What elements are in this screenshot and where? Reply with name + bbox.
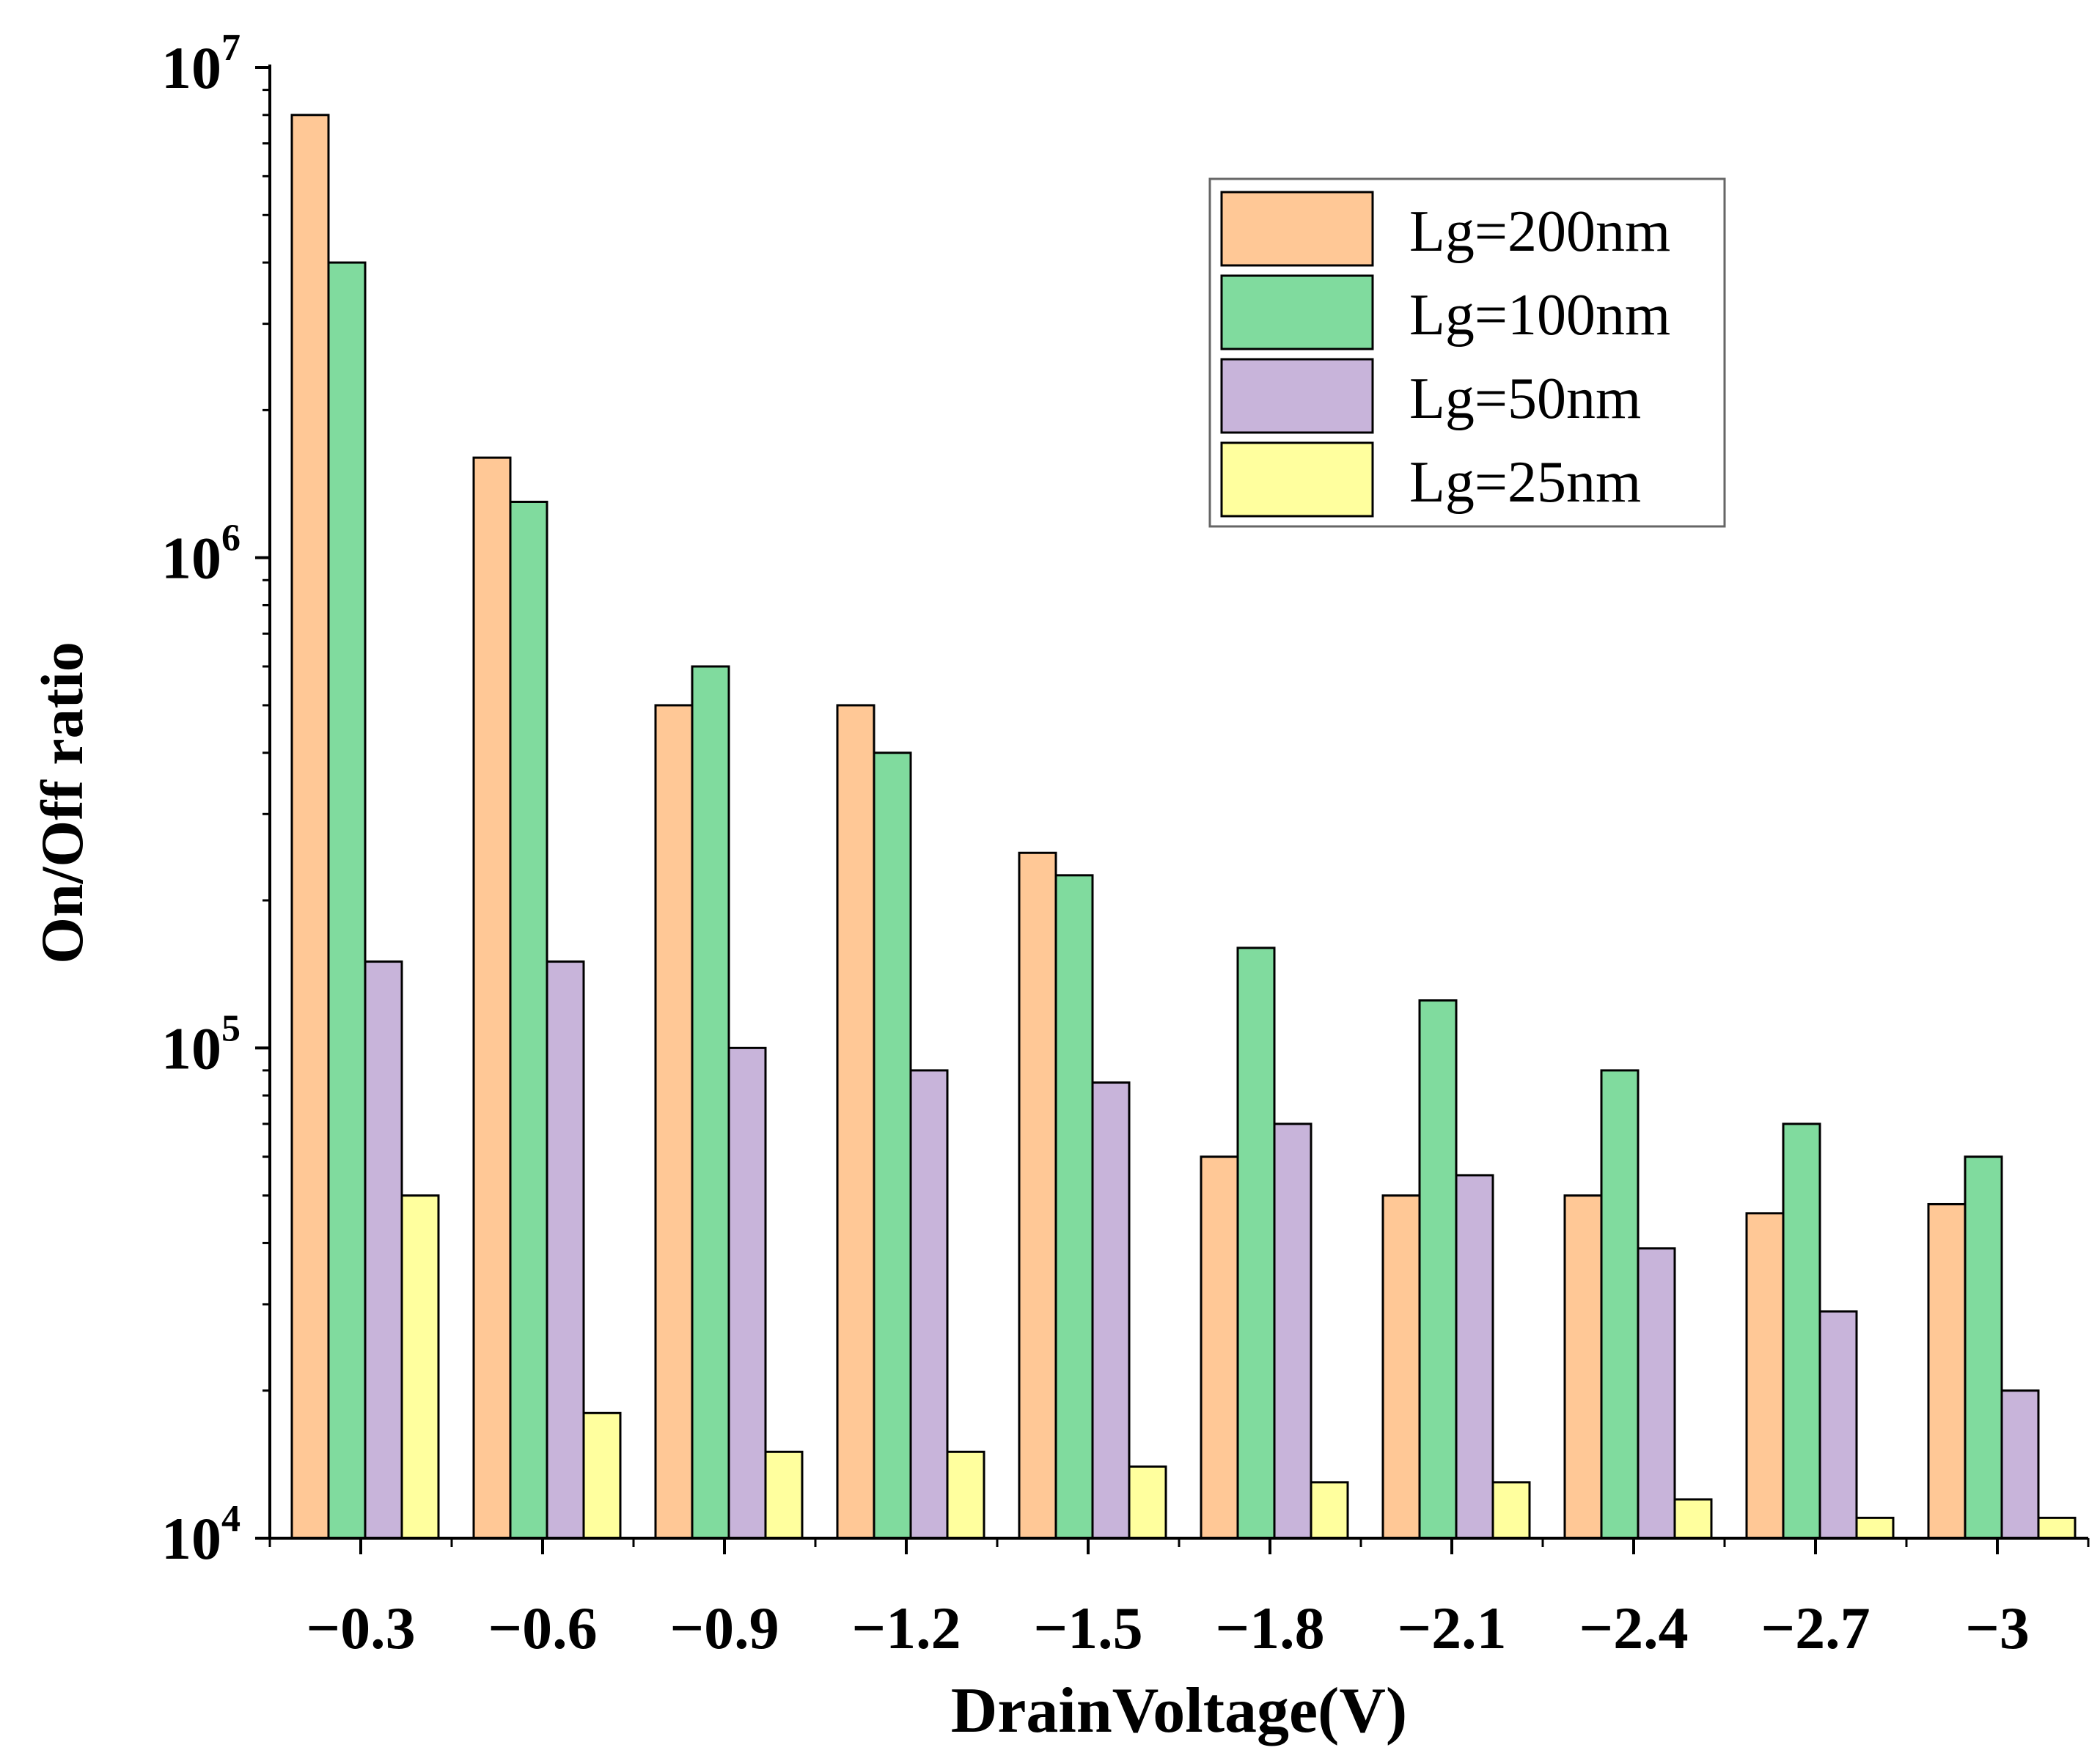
- bar-lg-50nm-2: [546, 960, 585, 1540]
- bar-lg-50nm-9: [1818, 1310, 1858, 1540]
- bar-lg-200nm-6: [1200, 1155, 1239, 1540]
- bar-lg-25nm-10: [2037, 1516, 2077, 1540]
- y-tick-label-2: 105: [161, 1007, 241, 1081]
- bar-lg-100nm-9: [1782, 1122, 1821, 1540]
- bar-lg-25nm-2: [582, 1411, 622, 1540]
- bar-lg-200nm-1: [290, 114, 330, 1540]
- bar-lg-100nm-5: [1054, 874, 1094, 1540]
- x-tick-label-2: −0.6: [488, 1595, 597, 1661]
- y-axis-title: On/Off ratio: [29, 642, 95, 964]
- bar-lg-100nm-4: [873, 751, 912, 1540]
- y-tick-label-3: 106: [161, 518, 241, 592]
- bar-lg-100nm-2: [509, 500, 548, 1540]
- bar-lg-25nm-5: [1128, 1465, 1167, 1540]
- bar-lg-50nm-7: [1455, 1174, 1494, 1540]
- legend-label-3: Lg=50nm: [1409, 367, 1641, 431]
- x-tick-label-9: −2.7: [1761, 1595, 1870, 1661]
- bar-lg-200nm-10: [1927, 1202, 1967, 1540]
- bar-lg-100nm-1: [327, 261, 367, 1540]
- x-tick-label-10: −3: [1965, 1595, 2030, 1661]
- bar-lg-100nm-10: [1964, 1155, 2003, 1540]
- bar-lg-50nm-4: [909, 1069, 949, 1540]
- bar-lg-50nm-10: [2000, 1389, 2040, 1540]
- x-tick-label-5: −1.5: [1033, 1595, 1142, 1661]
- y-tick-label-1: 104: [161, 1498, 241, 1572]
- legend-swatch-4: [1220, 441, 1374, 518]
- bar-lg-200nm-7: [1381, 1194, 1421, 1540]
- legend-label-4: Lg=25nm: [1409, 450, 1641, 515]
- bar-lg-200nm-3: [654, 704, 694, 1540]
- bar-lg-200nm-9: [1745, 1212, 1785, 1540]
- bar-lg-50nm-6: [1273, 1122, 1312, 1540]
- x-tick-label-8: −2.4: [1579, 1595, 1688, 1661]
- bar-lg-50nm-5: [1091, 1081, 1131, 1540]
- x-tick-label-1: −0.3: [306, 1595, 415, 1661]
- y-tick-label-4: 107: [161, 27, 241, 101]
- x-tick-label-3: −0.9: [669, 1595, 779, 1661]
- bar-lg-25nm-1: [400, 1194, 440, 1540]
- legend-swatch-3: [1220, 358, 1374, 434]
- bar-lg-25nm-7: [1491, 1481, 1531, 1540]
- bar-lg-25nm-9: [1855, 1516, 1895, 1540]
- x-axis-title: DrainVoltage(V): [951, 1675, 1407, 1746]
- legend-swatch-1: [1220, 191, 1374, 267]
- legend-swatch-2: [1220, 274, 1374, 350]
- bar-lg-100nm-7: [1418, 999, 1458, 1540]
- bar-lg-25nm-6: [1310, 1481, 1349, 1540]
- legend-label-1: Lg=200nm: [1409, 199, 1670, 264]
- bar-lg-200nm-2: [472, 456, 512, 1540]
- bar-lg-200nm-8: [1563, 1194, 1603, 1540]
- bar-lg-25nm-4: [946, 1450, 985, 1540]
- x-tick-label-4: −1.2: [851, 1595, 961, 1661]
- bar-lg-100nm-6: [1236, 947, 1276, 1540]
- bar-lg-25nm-3: [764, 1450, 804, 1540]
- x-tick-label-7: −2.1: [1397, 1595, 1506, 1661]
- bar-lg-100nm-8: [1600, 1069, 1640, 1540]
- legend-label-2: Lg=100nm: [1409, 283, 1670, 348]
- bar-lg-50nm-1: [364, 960, 403, 1540]
- bar-lg-50nm-3: [727, 1046, 767, 1540]
- bar-lg-100nm-3: [691, 665, 730, 1540]
- bar-lg-200nm-5: [1018, 851, 1057, 1540]
- bar-lg-200nm-4: [836, 704, 875, 1540]
- bar-lg-25nm-8: [1673, 1498, 1713, 1540]
- bar-lg-50nm-8: [1637, 1247, 1676, 1540]
- x-tick-label-6: −1.8: [1215, 1595, 1324, 1661]
